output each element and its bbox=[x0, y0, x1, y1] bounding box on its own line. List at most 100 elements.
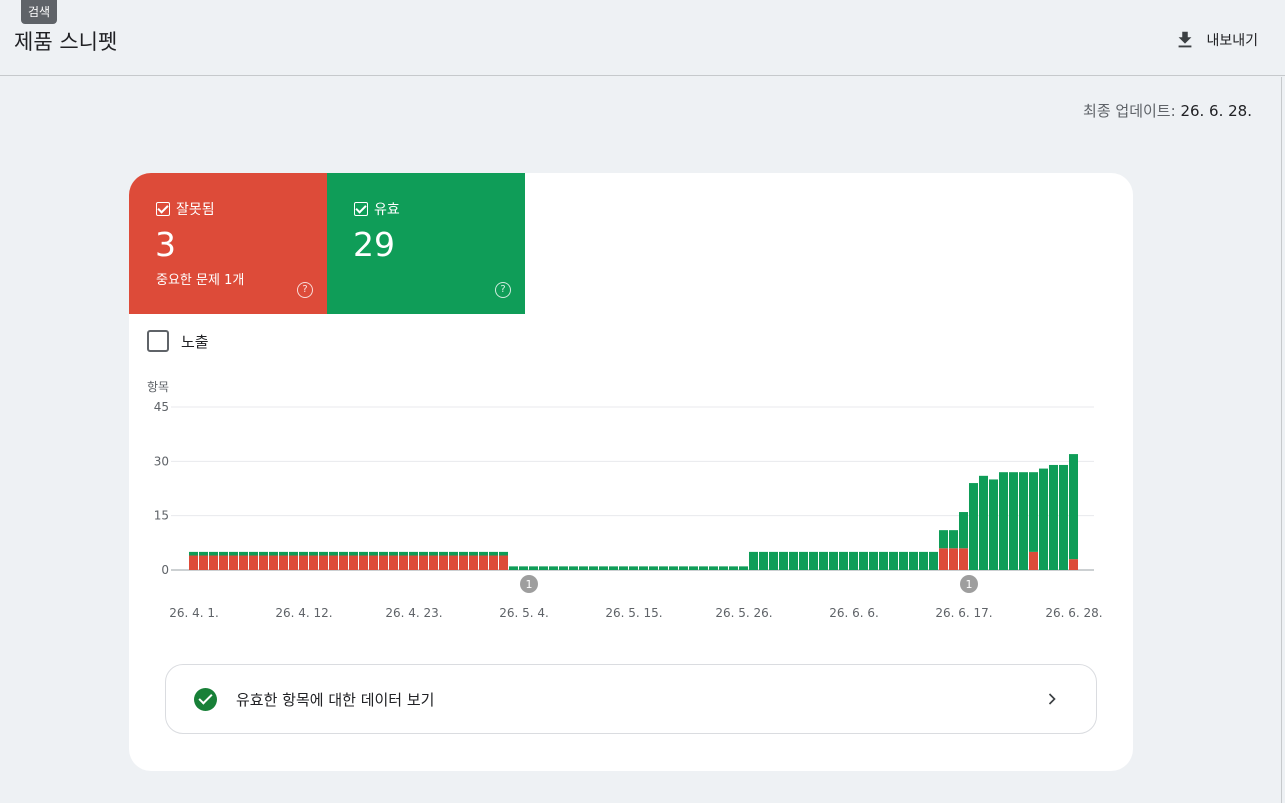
chart-bar[interactable] bbox=[349, 555, 358, 570]
tile-valid[interactable]: 유효 29 ? bbox=[327, 173, 525, 314]
chart-bar[interactable] bbox=[889, 551, 898, 570]
chart-bar[interactable] bbox=[459, 555, 468, 570]
chart-bar[interactable] bbox=[289, 555, 298, 570]
chart-bar[interactable] bbox=[509, 566, 518, 570]
chart-bar[interactable] bbox=[409, 551, 418, 556]
chart-bar[interactable] bbox=[269, 555, 278, 570]
checkbox-checked-icon[interactable] bbox=[354, 202, 368, 216]
chart-bar[interactable] bbox=[499, 551, 508, 556]
chart-bar[interactable] bbox=[479, 551, 488, 556]
chart-bar[interactable] bbox=[719, 566, 728, 570]
chart-bar[interactable] bbox=[619, 566, 628, 570]
chart-bar[interactable] bbox=[189, 551, 198, 556]
chart-bar[interactable] bbox=[389, 555, 398, 570]
chart-bar[interactable] bbox=[679, 566, 688, 570]
impressions-toggle[interactable]: 노출 bbox=[147, 330, 209, 352]
chart-bar[interactable] bbox=[229, 551, 238, 556]
chart-bar[interactable] bbox=[479, 555, 488, 570]
chart-bar[interactable] bbox=[249, 555, 258, 570]
chart-bar[interactable] bbox=[829, 551, 838, 570]
chart-bar[interactable] bbox=[339, 555, 348, 570]
chart-bar[interactable] bbox=[999, 472, 1008, 570]
chart-bar[interactable] bbox=[819, 551, 828, 570]
chart-bar[interactable] bbox=[389, 551, 398, 556]
chart-bar[interactable] bbox=[639, 566, 648, 570]
chart-bar[interactable] bbox=[779, 551, 788, 570]
chart-bar[interactable] bbox=[699, 566, 708, 570]
chart-bar[interactable] bbox=[199, 551, 208, 556]
chart-bar[interactable] bbox=[729, 566, 738, 570]
chart-bar[interactable] bbox=[489, 551, 498, 556]
chart-bar[interactable] bbox=[569, 566, 578, 570]
chart-bar[interactable] bbox=[519, 566, 528, 570]
chart-bar[interactable] bbox=[739, 566, 748, 570]
chart-bar[interactable] bbox=[599, 566, 608, 570]
chart-bar[interactable] bbox=[1049, 464, 1058, 570]
chart-bar[interactable] bbox=[989, 479, 998, 570]
chart-bar[interactable] bbox=[709, 566, 718, 570]
chart-bar[interactable] bbox=[289, 551, 298, 556]
chart-bar[interactable] bbox=[369, 555, 378, 570]
chart-bar[interactable] bbox=[1009, 472, 1018, 570]
chart-bar[interactable] bbox=[859, 551, 868, 570]
chart-bar[interactable] bbox=[1069, 454, 1078, 560]
chart-bar[interactable] bbox=[939, 530, 948, 549]
chart-bar[interactable] bbox=[939, 548, 948, 570]
chart-bar[interactable] bbox=[379, 551, 388, 556]
chart-bar[interactable] bbox=[449, 555, 458, 570]
chart-bar[interactable] bbox=[659, 566, 668, 570]
chart-bar[interactable] bbox=[559, 566, 568, 570]
view-valid-items-link[interactable]: 유효한 항목에 대한 데이터 보기 bbox=[165, 664, 1097, 734]
chart-bar[interactable] bbox=[759, 551, 768, 570]
help-icon[interactable]: ? bbox=[297, 282, 313, 298]
chart-bar[interactable] bbox=[259, 551, 268, 556]
chart-bar[interactable] bbox=[199, 555, 208, 570]
chart-bar[interactable] bbox=[809, 551, 818, 570]
chart-bar[interactable] bbox=[269, 551, 278, 556]
chart-bar[interactable] bbox=[279, 551, 288, 556]
chart-bar[interactable] bbox=[359, 555, 368, 570]
chart-bar[interactable] bbox=[489, 555, 498, 570]
chart-bar[interactable] bbox=[689, 566, 698, 570]
chart-bar[interactable] bbox=[219, 555, 228, 570]
chart-bar[interactable] bbox=[309, 551, 318, 556]
chart-bar[interactable] bbox=[429, 555, 438, 570]
chart-bar[interactable] bbox=[319, 551, 328, 556]
chart-bar[interactable] bbox=[1029, 551, 1038, 570]
chart-bar[interactable] bbox=[609, 566, 618, 570]
chart-bar[interactable] bbox=[339, 551, 348, 556]
chart-bar[interactable] bbox=[249, 551, 258, 556]
export-button[interactable]: 내보내기 bbox=[1174, 26, 1258, 54]
chart-bar[interactable] bbox=[959, 548, 968, 570]
chart-bar[interactable] bbox=[1069, 559, 1078, 570]
chart-bar[interactable] bbox=[259, 555, 268, 570]
chart-bar[interactable] bbox=[209, 551, 218, 556]
chart-bar[interactable] bbox=[929, 551, 938, 570]
chart-bar[interactable] bbox=[869, 551, 878, 570]
chart-bar[interactable] bbox=[849, 551, 858, 570]
chart-bar[interactable] bbox=[549, 566, 558, 570]
chart-bar[interactable] bbox=[949, 530, 958, 549]
chart-bar[interactable] bbox=[439, 555, 448, 570]
chart-bar[interactable] bbox=[909, 551, 918, 570]
chart-bar[interactable] bbox=[589, 566, 598, 570]
chart-bar[interactable] bbox=[369, 551, 378, 556]
chart-bar[interactable] bbox=[879, 551, 888, 570]
chart-bar[interactable] bbox=[349, 551, 358, 556]
chart-bar[interactable] bbox=[409, 555, 418, 570]
chart-bar[interactable] bbox=[769, 551, 778, 570]
chart-bar[interactable] bbox=[239, 555, 248, 570]
chart-bar[interactable] bbox=[449, 551, 458, 556]
chart-bar[interactable] bbox=[1039, 468, 1048, 570]
checkbox-unchecked-icon[interactable] bbox=[147, 330, 169, 352]
chart-bar[interactable] bbox=[579, 566, 588, 570]
chart-bar[interactable] bbox=[839, 551, 848, 570]
chart-bar[interactable] bbox=[419, 555, 428, 570]
chart-bar[interactable] bbox=[799, 551, 808, 570]
chart-bar[interactable] bbox=[419, 551, 428, 556]
chart-bar[interactable] bbox=[299, 551, 308, 556]
chart-bar[interactable] bbox=[319, 555, 328, 570]
chart-bar[interactable] bbox=[1019, 472, 1028, 570]
chart-bar[interactable] bbox=[279, 555, 288, 570]
chart-bar[interactable] bbox=[329, 555, 338, 570]
